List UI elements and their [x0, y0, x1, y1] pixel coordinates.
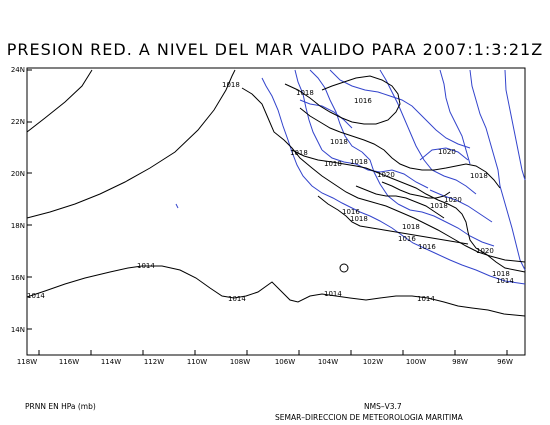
- version-footer: NMS–V3.7: [364, 402, 402, 411]
- lon-label-96w: 96W: [497, 358, 513, 366]
- isobar-label: 1018: [430, 202, 448, 210]
- isobar-label: 1018: [290, 149, 308, 157]
- lon-label-104w: 104W: [318, 358, 338, 366]
- isobar-label: 1020: [377, 171, 395, 179]
- isobar-label: 1020: [444, 196, 462, 204]
- agency-footer: SEMAR–DIRECCION DE METEOROLOGIA MARITIMA: [275, 413, 463, 422]
- lon-label-116w: 116W: [59, 358, 79, 366]
- isobar-label: 1014: [417, 295, 435, 303]
- lat-label-20n: 20N: [11, 170, 25, 178]
- lon-label-102w: 102W: [363, 358, 383, 366]
- lat-label-14n: 14N: [11, 326, 25, 334]
- isobar-label: 1016: [354, 97, 372, 105]
- isobar-label: 1018: [402, 223, 420, 231]
- isobar-label: 1014: [27, 292, 45, 300]
- isobar-label: 1016: [342, 208, 360, 216]
- isobar-label: 1018: [470, 172, 488, 180]
- map-title: PRESION RED. A NIVEL DEL MAR VALIDO PARA…: [6, 40, 544, 59]
- isobar-label: 1018: [492, 270, 510, 278]
- lon-label-114w: 114W: [101, 358, 121, 366]
- lon-label-112w: 112W: [144, 358, 164, 366]
- isobar-label: 1018: [324, 160, 342, 168]
- isobar-label: 1014: [496, 277, 514, 285]
- isobar-label: 1018: [350, 215, 368, 223]
- isobar-label: 1014: [324, 290, 342, 298]
- lat-ticks: [27, 69, 32, 330]
- isobar-label: 1020: [438, 148, 456, 156]
- isobar-label: 1016: [398, 235, 416, 243]
- isobars: [26, 69, 526, 317]
- lon-label-118w: 118W: [17, 358, 37, 366]
- lon-label-110w: 110W: [187, 358, 207, 366]
- lon-label-106w: 106W: [275, 358, 295, 366]
- lat-label-24n: 24N: [11, 66, 25, 74]
- isobar-label: 1020: [476, 247, 494, 255]
- map-frame: [26, 67, 526, 356]
- lon-ticks: [38, 350, 508, 355]
- isobar-labels: 1018 1018 1016 1018 1018 1018 1018 1020 …: [27, 81, 514, 303]
- isobar-label: 1018: [222, 81, 240, 89]
- lon-label-108w: 108W: [230, 358, 250, 366]
- isobar-label: 1018: [350, 158, 368, 166]
- isobar-label: 1016: [418, 243, 436, 251]
- isobar-label: 1014: [137, 262, 155, 270]
- isobar-label: 1014: [228, 295, 246, 303]
- lat-label-16n: 16N: [11, 274, 25, 282]
- lat-label-18n: 18N: [11, 222, 25, 230]
- lon-label-100w: 100W: [406, 358, 426, 366]
- isobar-label: 1018: [330, 138, 348, 146]
- lon-label-98w: 98W: [452, 358, 468, 366]
- units-footer: PRNN EN HPa (mb): [25, 402, 96, 411]
- lat-label-22n: 22N: [11, 118, 25, 126]
- isobar-label: 1018: [296, 89, 314, 97]
